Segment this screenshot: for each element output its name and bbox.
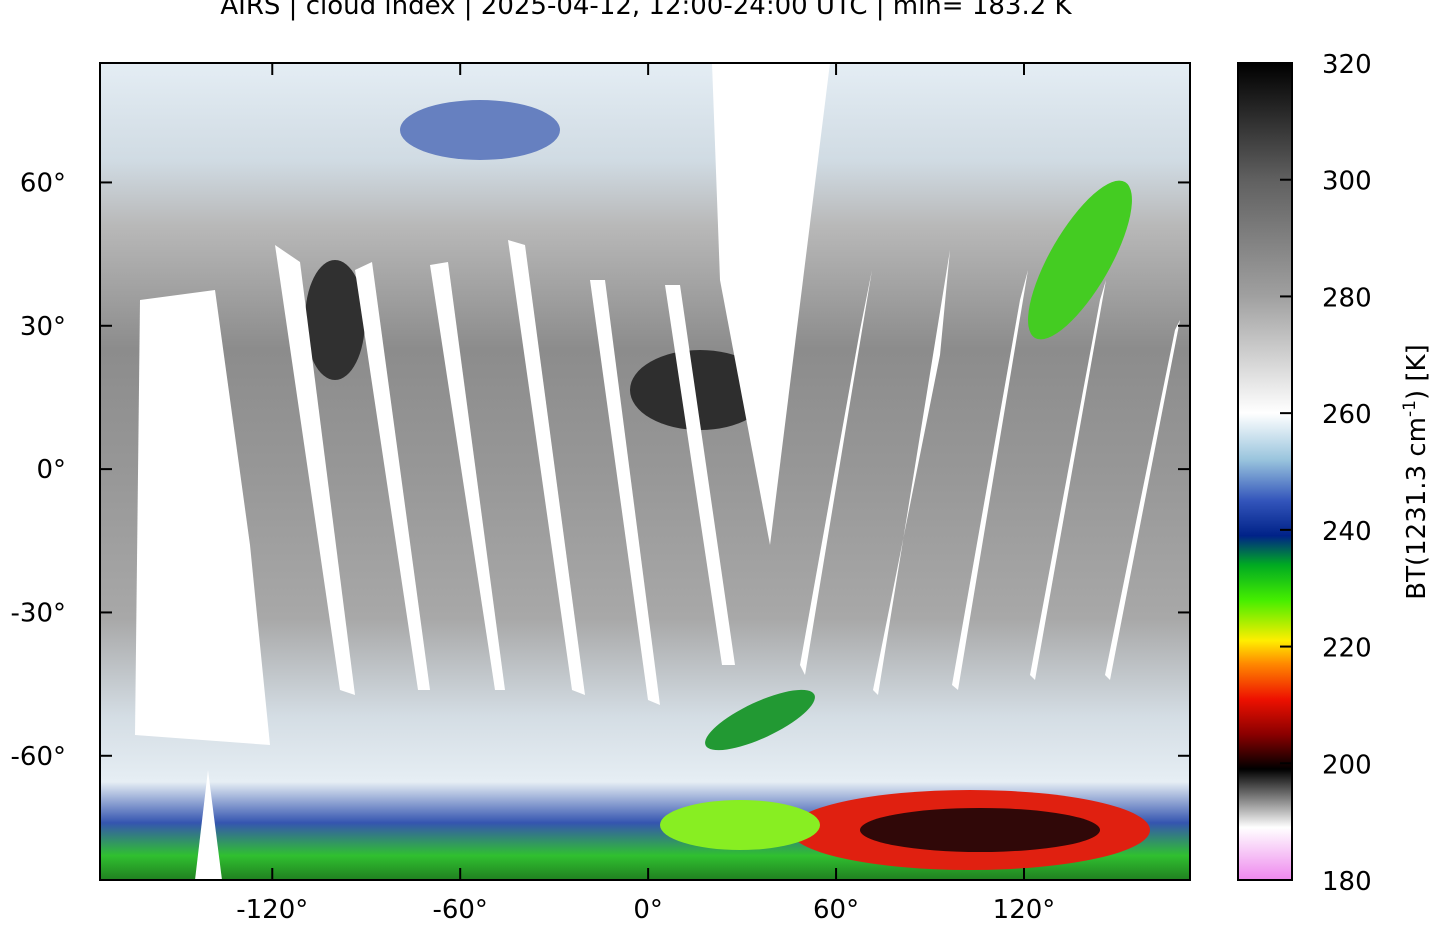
x-tick-label: -120°: [236, 895, 308, 925]
swath-gap: [275, 245, 355, 695]
swath-gap: [135, 290, 270, 745]
map-image: [99, 62, 1191, 881]
swath-gap: [430, 262, 505, 690]
y-tick-label: -30°: [11, 598, 66, 628]
cloud-feature: [1028, 180, 1132, 340]
swath-gap: [590, 280, 660, 705]
colorbar-tick-label: 180: [1322, 867, 1372, 897]
cloud-feature: [705, 689, 815, 751]
cloud-feature: [660, 800, 820, 850]
title: AIRS | cloud index | 2025-04-12, 12:00-2…: [220, 0, 1072, 21]
map-background: [100, 63, 1190, 880]
swath-gap: [1105, 320, 1180, 680]
map-frame: [99, 62, 1191, 881]
swath-gap: [508, 240, 585, 695]
colorbar: [1237, 62, 1293, 881]
colorbar-tick-label: 240: [1322, 517, 1372, 547]
x-tick-label: 60°: [813, 895, 859, 925]
x-tick-label: 120°: [993, 895, 1056, 925]
swath-gap: [800, 270, 872, 675]
colorbar-tick-label: 280: [1322, 283, 1372, 313]
y-tick-label: 30°: [20, 312, 66, 342]
swath-gap: [665, 285, 735, 665]
x-tick-label: -60°: [432, 895, 487, 925]
colorbar-tick-label: 260: [1322, 400, 1372, 430]
colorbar-tick-label: 200: [1322, 750, 1372, 780]
cloud-feature: [400, 100, 560, 160]
y-tick-label: 60°: [20, 168, 66, 198]
colorbar-label-text: BT(1231.3 cm: [1402, 417, 1432, 600]
data-gaps: [135, 63, 1180, 880]
colorbar-label-superscript: -1: [1400, 400, 1420, 417]
colorbar-tick-label: 220: [1322, 634, 1372, 664]
swath-gap: [195, 770, 222, 880]
land-feature: [630, 350, 770, 430]
swath-gap: [712, 63, 830, 545]
colorbar-label: BT(1231.3 cm-1) [K]: [1400, 344, 1432, 599]
y-tick-label: -60°: [11, 742, 66, 772]
cloud-feature: [860, 808, 1100, 852]
swath-gap: [952, 270, 1028, 690]
colorbar-label-text: ) [K]: [1402, 344, 1432, 400]
x-tick-label: 0°: [633, 895, 663, 925]
colorbar-tick-label: 300: [1322, 167, 1372, 197]
swath-gap: [355, 262, 430, 690]
colorbar-tick-label: 320: [1322, 50, 1372, 80]
y-tick-label: 0°: [36, 455, 66, 485]
swath-gap: [1030, 280, 1106, 680]
land-feature: [305, 260, 365, 380]
